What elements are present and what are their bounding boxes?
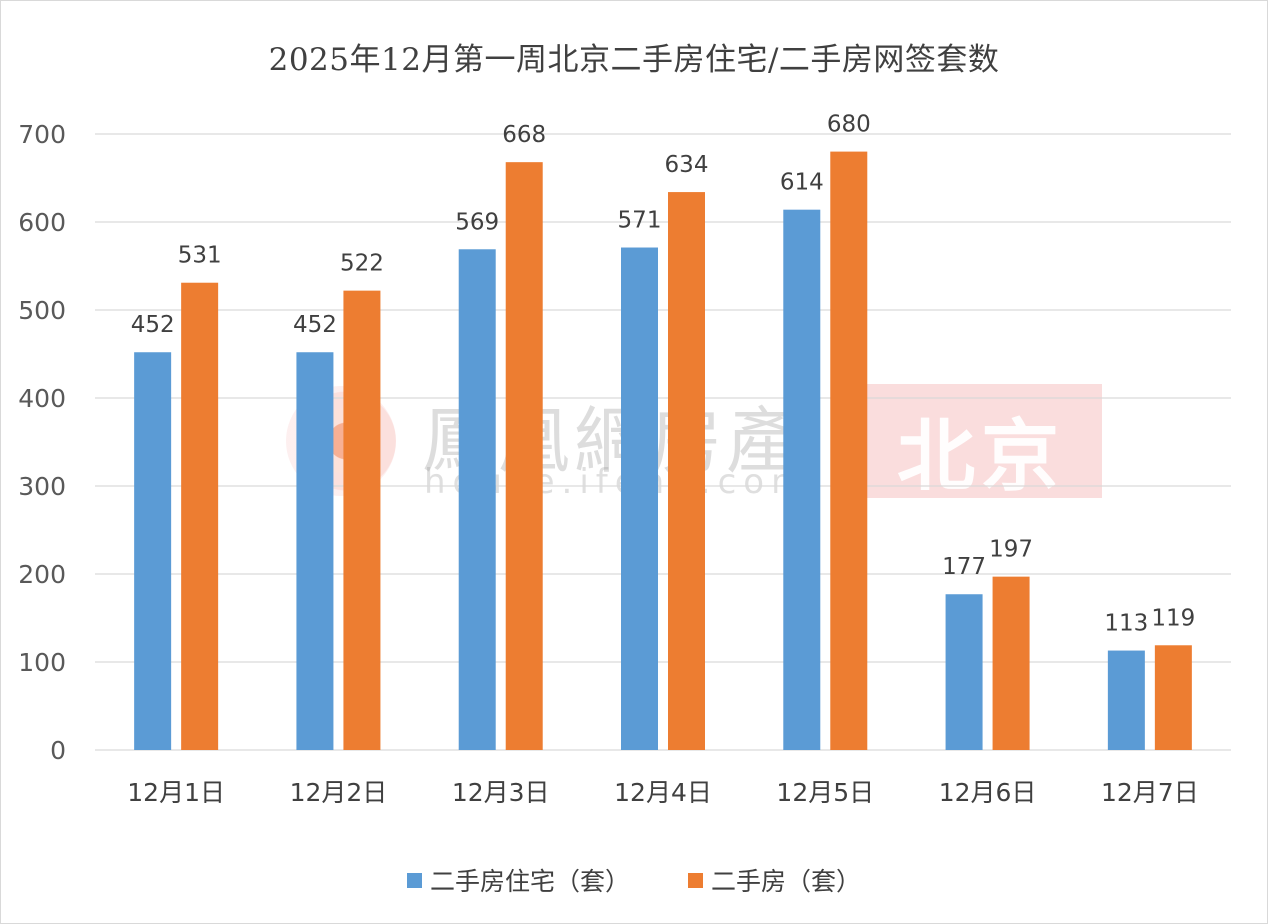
data-label: 680 xyxy=(827,112,871,138)
legend-label-residential: 二手房住宅（套） xyxy=(429,867,630,896)
bar-all xyxy=(343,290,381,750)
bar-all xyxy=(830,151,868,751)
y-tick-label: 500 xyxy=(18,296,66,325)
chart-title: 2025年12月第一周北京二手房住宅/二手房网签套数 xyxy=(268,42,1000,78)
x-tick-label: 12月3日 xyxy=(452,778,550,807)
data-label: 614 xyxy=(780,170,824,196)
legend-label-all: 二手房（套） xyxy=(711,867,862,896)
x-tick-label: 12月2日 xyxy=(290,778,388,807)
y-tick-label: 700 xyxy=(18,120,66,149)
bar-residential xyxy=(621,247,658,750)
data-label: 571 xyxy=(618,208,662,234)
legend-swatch-residential xyxy=(406,872,422,888)
bar-all xyxy=(668,192,705,750)
bar-residential xyxy=(134,352,172,750)
data-label: 119 xyxy=(1151,605,1195,631)
data-label: 197 xyxy=(989,537,1033,563)
x-tick-label: 12月4日 xyxy=(614,778,712,807)
x-tick-label: 12月7日 xyxy=(1101,778,1199,807)
data-label: 531 xyxy=(178,243,222,269)
bar-residential xyxy=(458,249,496,750)
gridlines xyxy=(95,133,1231,751)
legend-swatch-all xyxy=(688,872,703,888)
y-tick-label: 300 xyxy=(18,472,66,501)
bar-residential xyxy=(945,594,983,750)
x-axis-ticks: 12月1日 12月2日 12月3日 12月4日 12月5日 12月6日 12月7日 xyxy=(127,778,1198,807)
x-tick-label: 12月6日 xyxy=(939,778,1037,807)
y-tick-label: 0 xyxy=(50,736,66,765)
bars xyxy=(134,151,1192,751)
y-axis-ticks: 0 100 200 300 400 500 600 700 xyxy=(18,120,66,765)
data-label: 113 xyxy=(1104,611,1148,637)
data-label: 569 xyxy=(455,209,499,235)
data-label: 522 xyxy=(340,251,384,277)
data-label: 452 xyxy=(131,312,175,338)
bar-all xyxy=(505,162,543,750)
bar-residential xyxy=(1107,650,1145,750)
bar-all xyxy=(181,282,219,750)
bar-all xyxy=(1154,645,1192,750)
data-label: 634 xyxy=(665,152,709,178)
x-tick-label: 12月5日 xyxy=(776,778,874,807)
x-tick-label: 12月1日 xyxy=(127,778,225,807)
legend-item-all: 二手房（套） xyxy=(688,862,861,898)
legend: 二手房住宅（套） 二手房（套） xyxy=(0,862,1268,898)
y-tick-label: 100 xyxy=(18,648,66,677)
y-tick-label: 200 xyxy=(18,560,66,589)
y-tick-label: 600 xyxy=(18,208,66,237)
bar-residential xyxy=(783,209,821,750)
y-tick-label: 400 xyxy=(18,384,66,413)
bar-all xyxy=(992,576,1030,750)
data-label: 668 xyxy=(502,122,546,148)
data-label: 452 xyxy=(293,312,337,338)
legend-item-residential: 二手房住宅（套） xyxy=(406,862,630,898)
bar-residential xyxy=(296,352,334,750)
data-label: 177 xyxy=(942,554,986,580)
